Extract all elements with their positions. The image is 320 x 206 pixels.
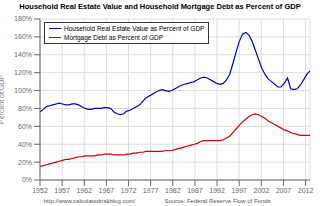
svg-text:1967: 1967 xyxy=(99,187,115,194)
svg-text:180%: 180% xyxy=(14,15,32,22)
svg-text:1987: 1987 xyxy=(187,187,203,194)
svg-text:120%: 120% xyxy=(14,69,32,76)
svg-text:20%: 20% xyxy=(18,159,32,166)
svg-text:80%: 80% xyxy=(18,105,32,112)
svg-text:1997: 1997 xyxy=(231,187,247,194)
svg-text:60%: 60% xyxy=(18,123,32,130)
html-text:http://www.calculatedriskblog.: http://www.calculatedriskblog.com/ xyxy=(43,198,136,204)
svg-text:1957: 1957 xyxy=(54,187,70,194)
svg-text:1952: 1952 xyxy=(32,187,48,194)
svg-text:1962: 1962 xyxy=(76,187,92,194)
svg-text:100%: 100% xyxy=(14,87,32,94)
svg-text:1982: 1982 xyxy=(165,187,181,194)
html-text:Household Real Estate Value as: Household Real Estate Value as Percent o… xyxy=(64,25,205,32)
svg-text:1992: 1992 xyxy=(209,187,225,194)
svg-text:160%: 160% xyxy=(14,33,32,40)
svg-text:140%: 140% xyxy=(14,51,32,58)
svg-text:2002: 2002 xyxy=(254,187,270,194)
svg-text:1977: 1977 xyxy=(143,187,159,194)
svg-text:40%: 40% xyxy=(18,141,32,148)
html-text:Mortgage Debt as Percent of GD: Mortgage Debt as Percent of GDP xyxy=(64,34,163,41)
html-text:Household Real Estate Value an: Household Real Estate Value and Househol… xyxy=(19,2,301,11)
svg-text:0%: 0% xyxy=(22,176,32,183)
html-text:Source: Federal Reserve Flow o: Source: Federal Reserve Flow of Funds xyxy=(164,198,271,204)
svg-text:2007: 2007 xyxy=(276,187,292,194)
svg-text:1972: 1972 xyxy=(121,187,137,194)
svg-text:2012: 2012 xyxy=(298,187,312,194)
